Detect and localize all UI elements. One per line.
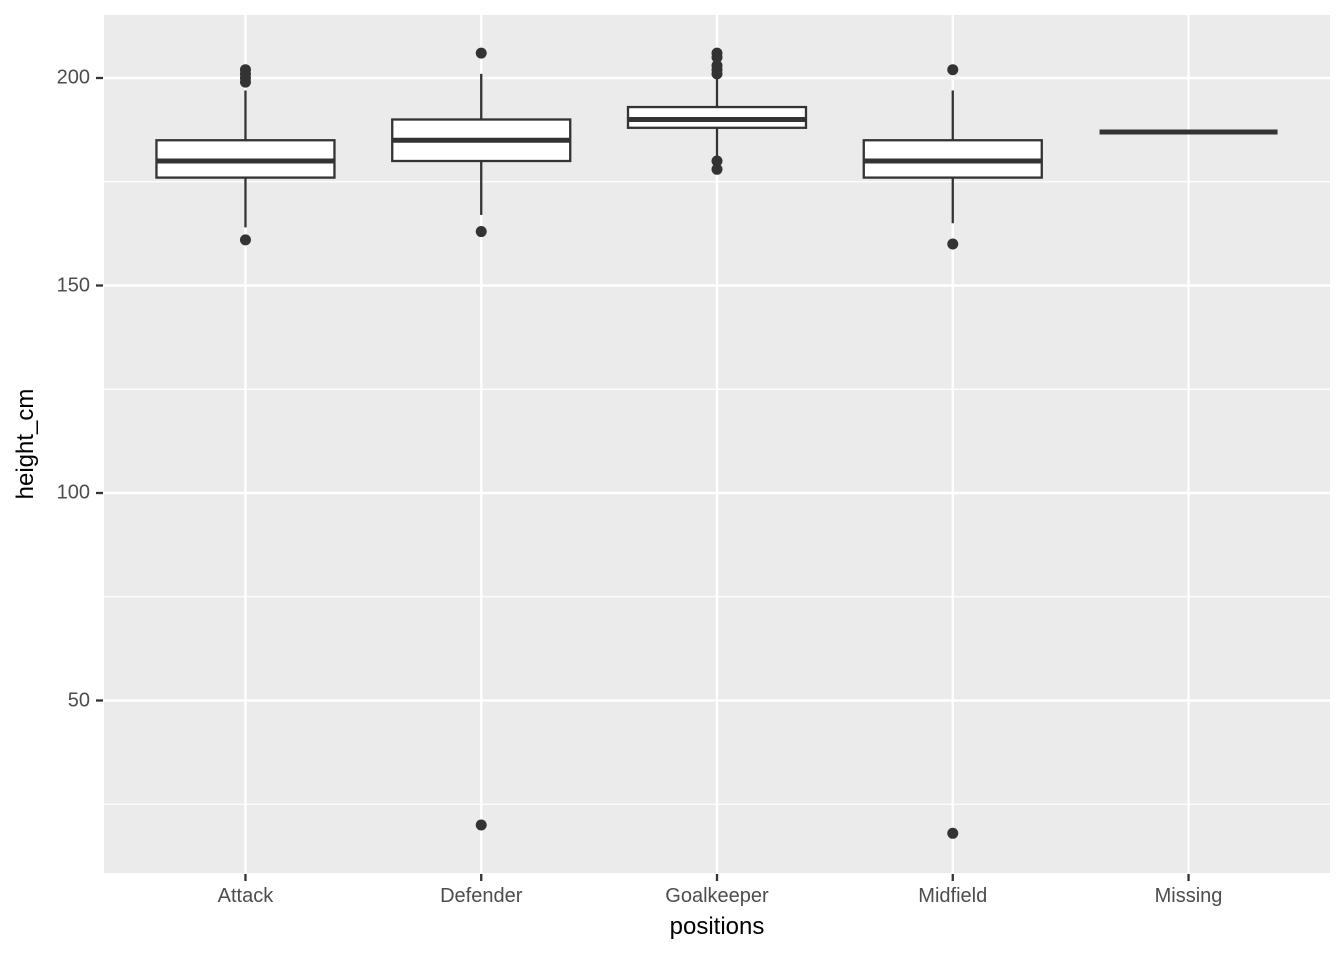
outlier-point (475, 47, 487, 59)
outlier-point (475, 819, 487, 831)
x-tick-label-missing: Missing (1154, 885, 1223, 907)
boxplot-attack (155, 64, 336, 246)
outlier-point (239, 64, 251, 76)
y-tick-label-150: 150 (56, 274, 90, 297)
outlier-point (947, 827, 959, 839)
boxplot-goalkeeper (626, 47, 808, 175)
y-tick-label-200: 200 (56, 66, 90, 89)
x-tick-label-goalkeeper: Goalkeeper (665, 885, 769, 907)
outlier-point (711, 155, 723, 167)
boxplot-midfield (862, 64, 1043, 839)
outlier-point (711, 60, 723, 72)
x-tick-label-defender: Defender (440, 885, 523, 907)
outlier-point (947, 238, 959, 250)
x-axis-title: positions (669, 913, 765, 940)
x-tick-label-attack: Attack (217, 885, 274, 907)
y-tick-label-50: 50 (67, 689, 90, 712)
y-tick-label-100: 100 (56, 481, 90, 504)
x-tick-label-midfield: Midfield (918, 885, 988, 907)
outlier-point (947, 64, 959, 76)
outlier-point (239, 234, 251, 246)
outlier-point (711, 47, 723, 59)
outlier-point (711, 163, 723, 175)
outlier-point (475, 226, 487, 238)
y-axis-title: height_cm (12, 388, 39, 500)
boxplot-defender (391, 47, 572, 831)
